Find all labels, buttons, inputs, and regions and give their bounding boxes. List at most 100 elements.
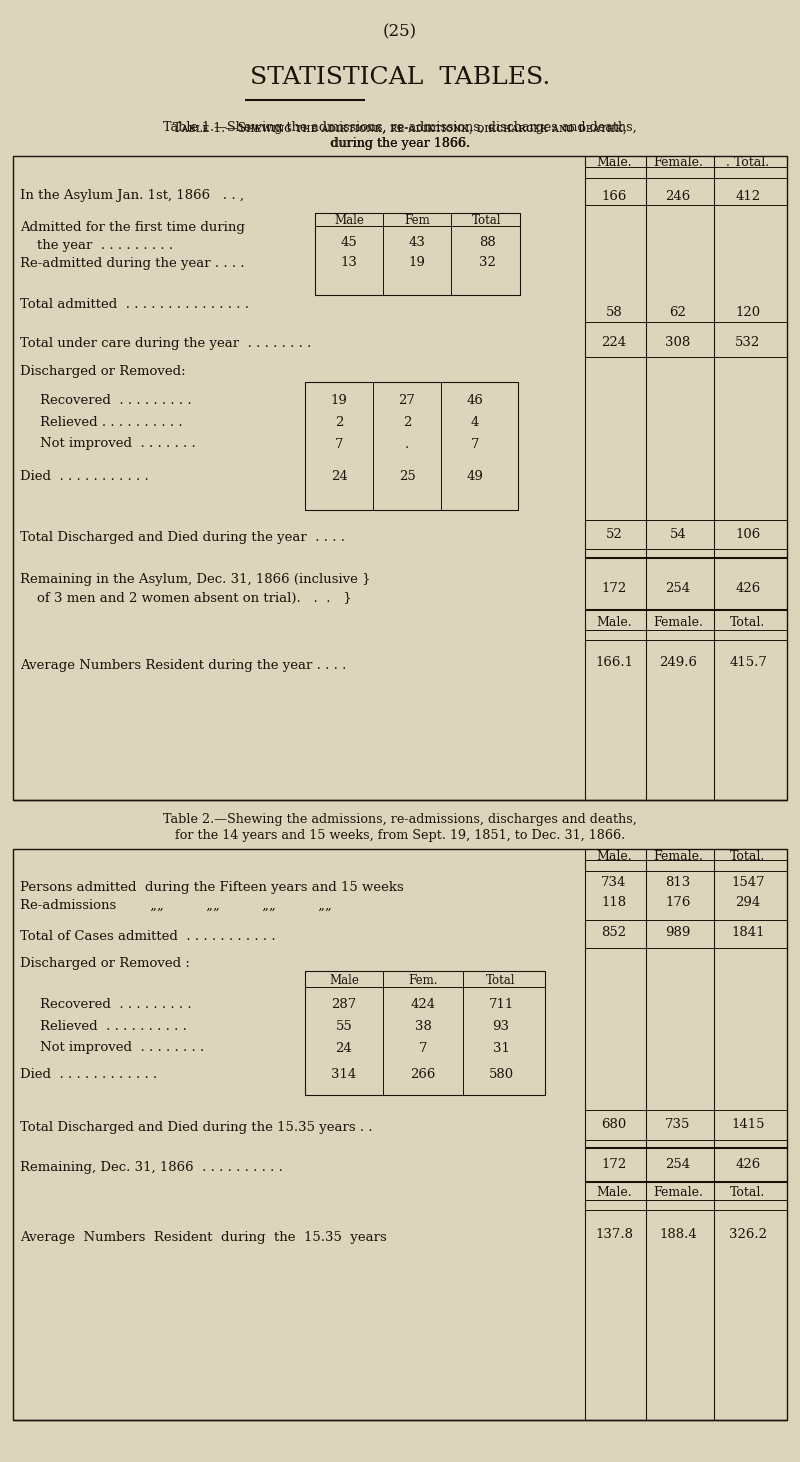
Text: Total Discharged and Died during the year  . . . .: Total Discharged and Died during the yea…: [20, 532, 345, 544]
Text: 166.1: 166.1: [595, 655, 633, 668]
Text: 246: 246: [666, 190, 690, 203]
Text: 2: 2: [335, 415, 343, 428]
Text: 31: 31: [493, 1041, 510, 1054]
Text: 287: 287: [331, 997, 357, 1010]
Text: 118: 118: [602, 896, 626, 908]
Text: 120: 120: [735, 306, 761, 319]
Text: during the year 1866.: during the year 1866.: [330, 136, 470, 149]
Text: . Total.: . Total.: [726, 156, 770, 170]
Text: Admitted for the first time during: Admitted for the first time during: [20, 222, 245, 234]
Text: Female.: Female.: [653, 849, 703, 863]
Text: 172: 172: [602, 582, 626, 595]
Text: during the year 1866.: during the year 1866.: [330, 136, 470, 149]
Text: 38: 38: [414, 1019, 431, 1032]
Text: 1547: 1547: [731, 876, 765, 889]
Text: 88: 88: [478, 237, 495, 250]
Text: Female.: Female.: [653, 1186, 703, 1199]
Text: 7: 7: [418, 1041, 427, 1054]
Text: Relieved  . . . . . . . . . .: Relieved . . . . . . . . . .: [40, 1019, 187, 1032]
Text: 580: 580: [489, 1069, 514, 1082]
Text: Fem.: Fem.: [408, 974, 438, 987]
Text: 249.6: 249.6: [659, 655, 697, 668]
Text: Male: Male: [334, 213, 364, 227]
Text: 55: 55: [336, 1019, 352, 1032]
Text: 52: 52: [606, 528, 622, 541]
Text: 424: 424: [410, 997, 435, 1010]
Text: Relieved . . . . . . . . . .: Relieved . . . . . . . . . .: [40, 415, 182, 428]
Text: 7: 7: [470, 437, 479, 450]
Text: 24: 24: [330, 471, 347, 484]
Text: 32: 32: [478, 256, 495, 269]
Text: Total of Cases admitted  . . . . . . . . . . .: Total of Cases admitted . . . . . . . . …: [20, 930, 276, 943]
Text: 813: 813: [666, 876, 690, 889]
Text: 254: 254: [666, 1158, 690, 1171]
Text: for the 14 years and 15 weeks, from Sept. 19, 1851, to Dec. 31, 1866.: for the 14 years and 15 weeks, from Sept…: [175, 829, 625, 842]
Text: 166: 166: [602, 190, 626, 203]
Text: 25: 25: [398, 471, 415, 484]
Text: Total Discharged and Died during the 15.35 years . .: Total Discharged and Died during the 15.…: [20, 1121, 373, 1135]
Text: 266: 266: [410, 1069, 436, 1082]
Text: Discharged or Removed:: Discharged or Removed:: [20, 366, 186, 379]
Text: Recovered  . . . . . . . . .: Recovered . . . . . . . . .: [40, 997, 192, 1010]
Text: 412: 412: [735, 190, 761, 203]
Text: Average Numbers Resident during the year . . . .: Average Numbers Resident during the year…: [20, 658, 346, 671]
Text: 176: 176: [666, 896, 690, 908]
Text: STATISTICAL  TABLES.: STATISTICAL TABLES.: [250, 66, 550, 89]
Text: In the Asylum Jan. 1st, 1866   . . ,: In the Asylum Jan. 1st, 1866 . . ,: [20, 190, 244, 203]
Text: 426: 426: [735, 1158, 761, 1171]
Text: 54: 54: [670, 528, 686, 541]
Text: 294: 294: [735, 896, 761, 908]
Text: 532: 532: [735, 336, 761, 349]
Text: 735: 735: [666, 1117, 690, 1130]
Text: 27: 27: [398, 393, 415, 406]
Text: 49: 49: [466, 471, 483, 484]
Text: 13: 13: [341, 256, 358, 269]
Text: Female.: Female.: [653, 616, 703, 629]
Text: .: .: [405, 437, 409, 450]
Text: Re-admitted during the year . . . .: Re-admitted during the year . . . .: [20, 256, 245, 269]
Text: Total: Total: [472, 213, 502, 227]
Text: 137.8: 137.8: [595, 1228, 633, 1240]
Text: 2: 2: [403, 415, 411, 428]
Text: Female.: Female.: [653, 156, 703, 170]
Text: 19: 19: [330, 393, 347, 406]
Text: the year  . . . . . . . . .: the year . . . . . . . . .: [20, 238, 173, 251]
Text: 711: 711: [488, 997, 514, 1010]
Text: Remaining, Dec. 31, 1866  . . . . . . . . . .: Remaining, Dec. 31, 1866 . . . . . . . .…: [20, 1161, 283, 1174]
Text: Male.: Male.: [596, 1186, 632, 1199]
Text: 188.4: 188.4: [659, 1228, 697, 1240]
Text: Male.: Male.: [596, 616, 632, 629]
Text: 426: 426: [735, 582, 761, 595]
Text: 314: 314: [331, 1069, 357, 1082]
Text: 415.7: 415.7: [729, 655, 767, 668]
Text: 46: 46: [466, 393, 483, 406]
Text: 62: 62: [670, 306, 686, 319]
Text: Total.: Total.: [730, 849, 766, 863]
Text: 680: 680: [602, 1117, 626, 1130]
Text: 852: 852: [602, 927, 626, 940]
Text: Table 1.—Shewing the admissions, re-admissions, discharges and deaths,: Table 1.—Shewing the admissions, re-admi…: [163, 121, 637, 135]
Text: 58: 58: [606, 306, 622, 319]
Text: Discharged or Removed :: Discharged or Removed :: [20, 956, 190, 969]
Text: Total under care during the year  . . . . . . . .: Total under care during the year . . . .…: [20, 336, 311, 349]
Text: 45: 45: [341, 237, 358, 250]
Text: 254: 254: [666, 582, 690, 595]
Text: of 3 men and 2 women absent on trial).   .  .   }: of 3 men and 2 women absent on trial). .…: [20, 592, 352, 604]
Text: Male.: Male.: [596, 849, 632, 863]
Text: 19: 19: [409, 256, 426, 269]
Text: 1841: 1841: [731, 927, 765, 940]
Text: Male: Male: [329, 974, 359, 987]
Text: 1415: 1415: [731, 1117, 765, 1130]
Text: Male.: Male.: [596, 156, 632, 170]
Text: Total.: Total.: [730, 1186, 766, 1199]
Text: 224: 224: [602, 336, 626, 349]
Text: Table 2.—Shewing the admissions, re-admissions, discharges and deaths,: Table 2.—Shewing the admissions, re-admi…: [163, 813, 637, 826]
Text: Died  . . . . . . . . . . . .: Died . . . . . . . . . . . .: [20, 1069, 158, 1082]
Text: 106: 106: [735, 528, 761, 541]
Text: Not improved  . . . . . . .: Not improved . . . . . . .: [40, 437, 196, 450]
Text: (25): (25): [383, 23, 417, 41]
Text: Total.: Total.: [730, 616, 766, 629]
Text: Total: Total: [486, 974, 516, 987]
Text: 93: 93: [493, 1019, 510, 1032]
Text: Not improved  . . . . . . . .: Not improved . . . . . . . .: [40, 1041, 204, 1054]
